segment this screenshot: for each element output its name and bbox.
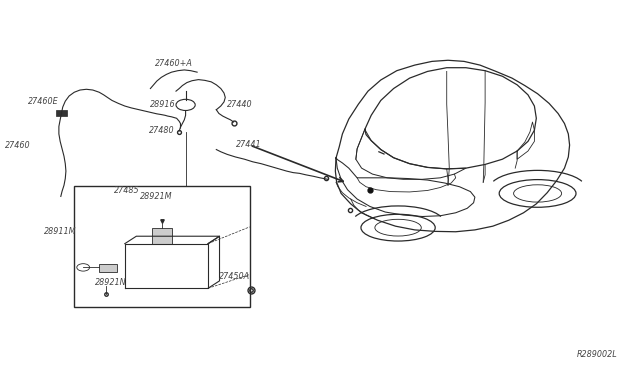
Text: R289002L: R289002L	[577, 350, 618, 359]
Text: 27460: 27460	[5, 141, 31, 150]
Bar	[99, 264, 117, 272]
Text: 27460+A: 27460+A	[155, 59, 193, 68]
Text: 27460E: 27460E	[28, 97, 59, 106]
Text: 27441: 27441	[236, 140, 261, 149]
Text: 27440: 27440	[227, 100, 253, 109]
Text: 27450A: 27450A	[219, 272, 250, 280]
Text: 28921N: 28921N	[95, 278, 126, 287]
Bar	[152, 228, 172, 244]
Text: 28911M: 28911M	[44, 227, 77, 236]
Text: 28921M: 28921M	[140, 192, 172, 201]
Text: 28916: 28916	[150, 100, 176, 109]
Bar	[74, 186, 250, 307]
Bar	[56, 110, 67, 116]
Text: 27480: 27480	[148, 126, 174, 135]
Text: 27485: 27485	[114, 186, 140, 195]
